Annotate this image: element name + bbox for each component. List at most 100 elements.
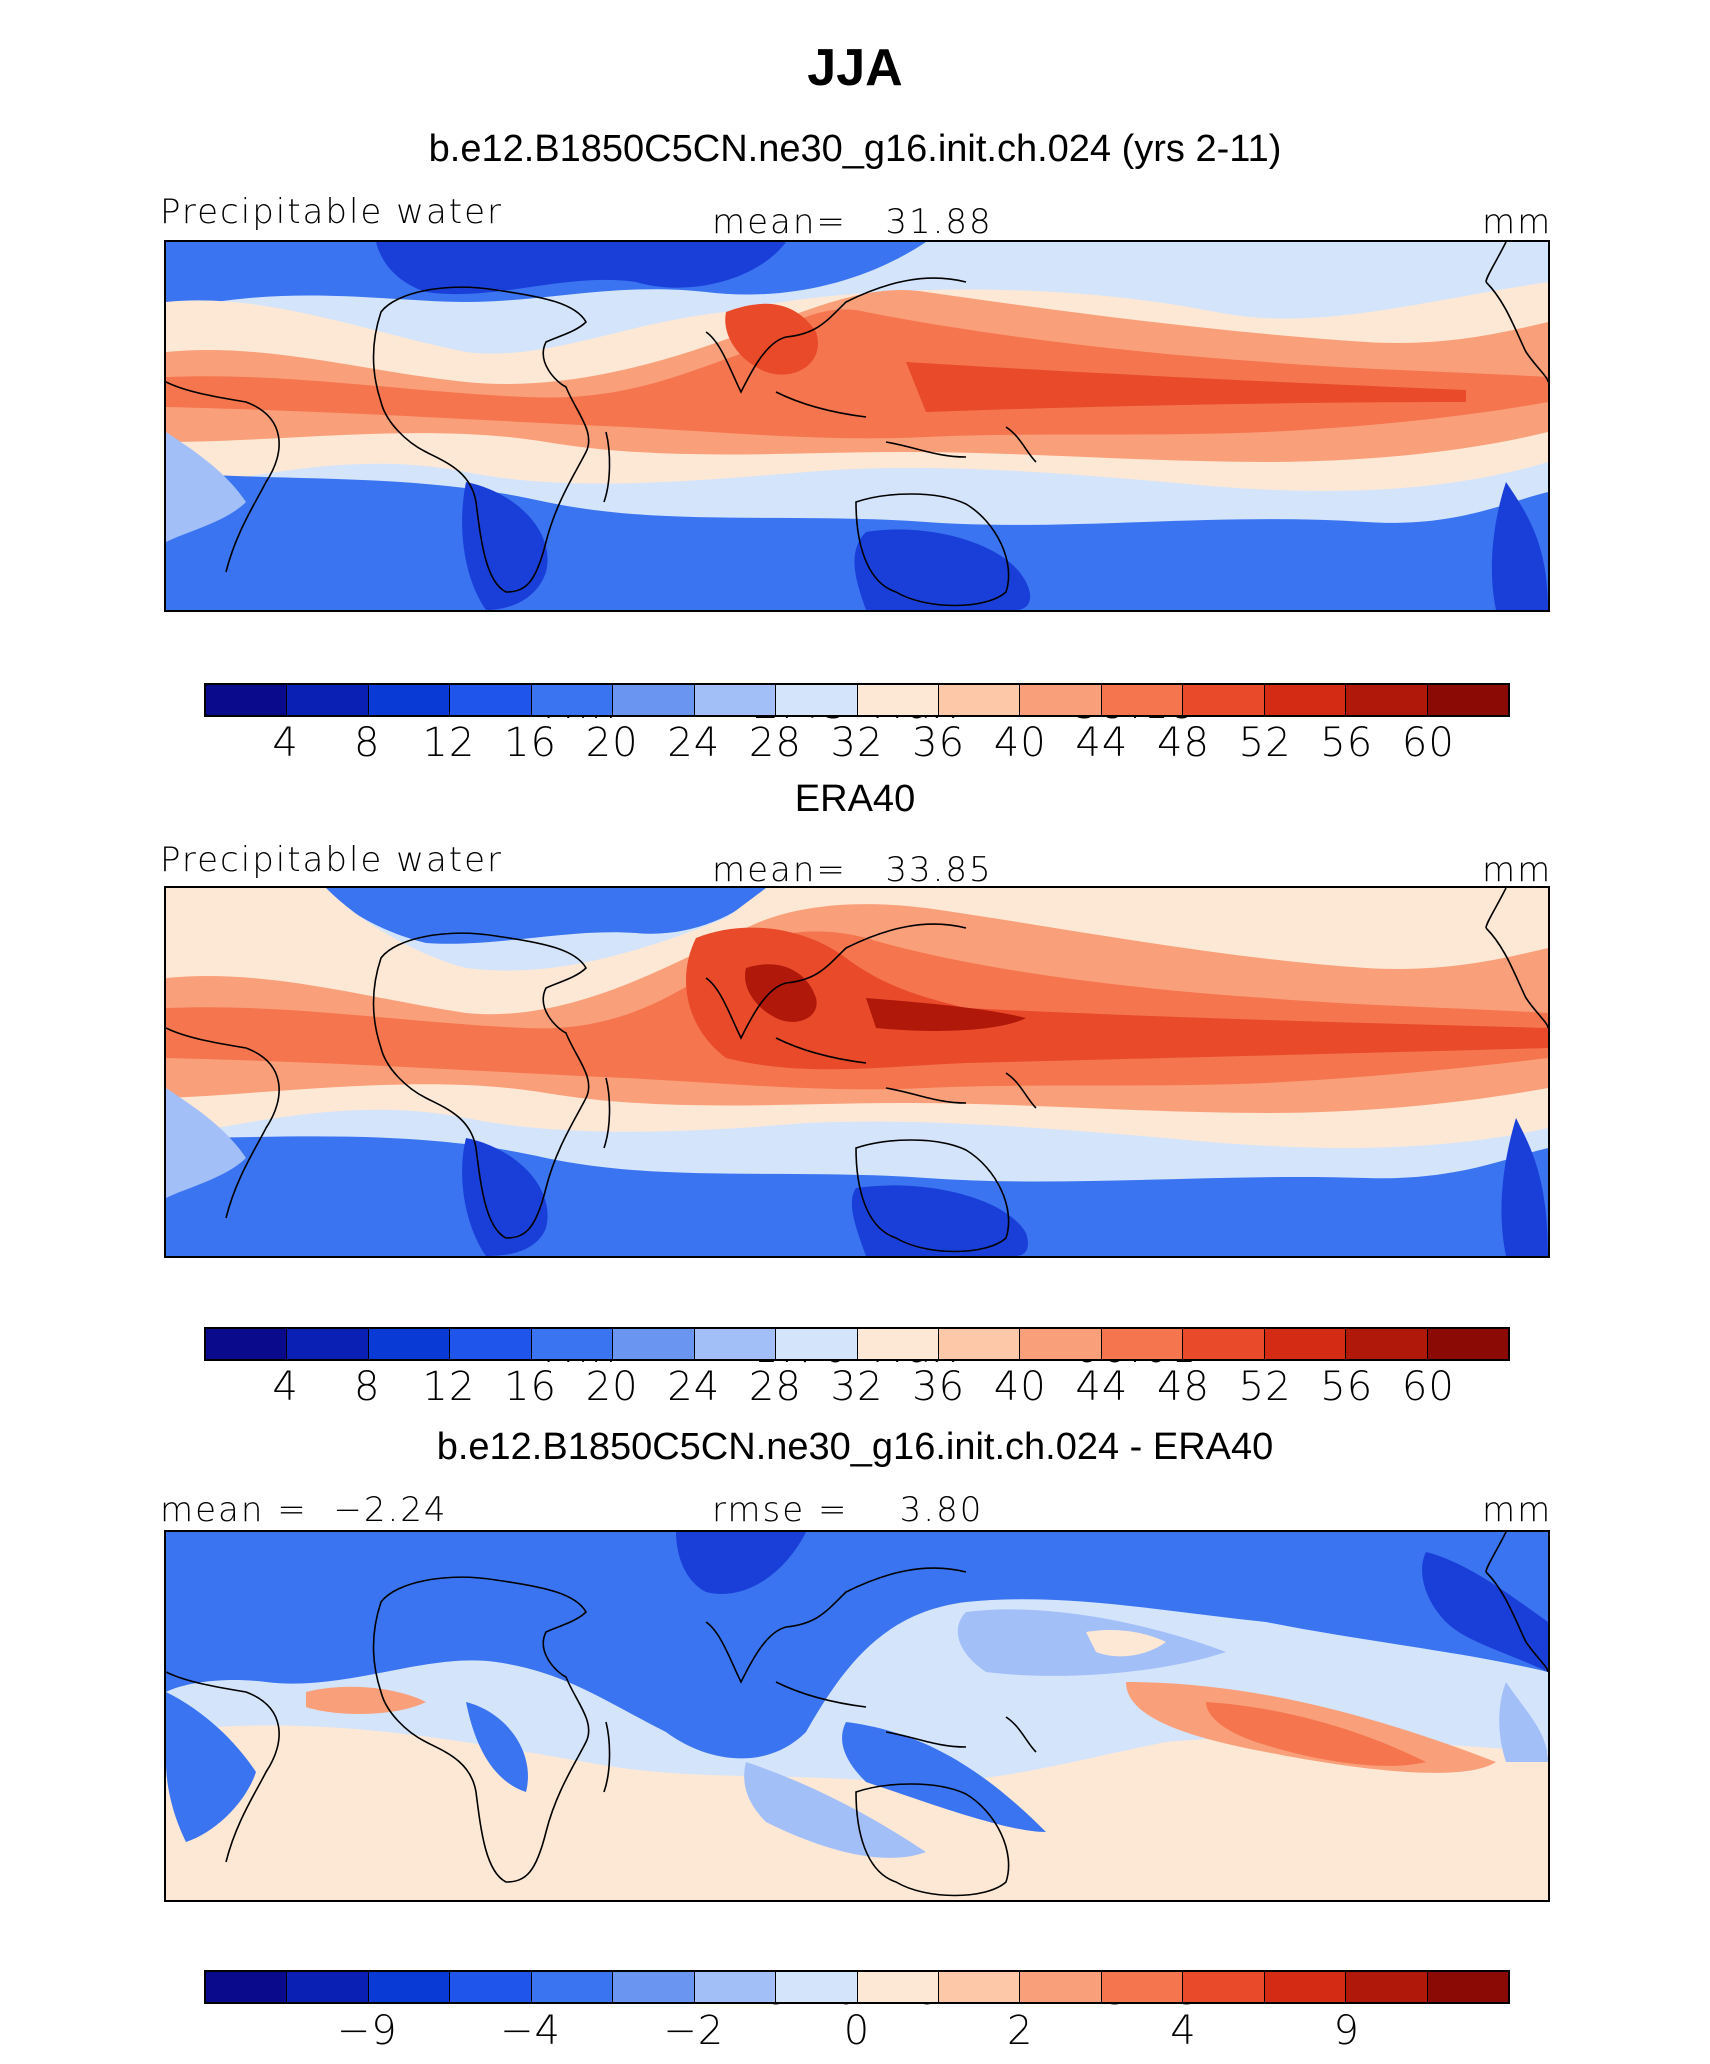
colorbar-tick-label: 4 [272, 1364, 299, 1410]
panel-2-variable-label: Precipitable water [160, 840, 504, 880]
colorbar-box [1264, 685, 1347, 715]
colorbar-tick-label: 56 [1320, 720, 1374, 766]
colorbar-tick-label: 24 [667, 720, 721, 766]
colorbar-box [1427, 685, 1508, 715]
colorbar-tick-label: 4 [272, 720, 299, 766]
colorbar-tick-label: 60 [1401, 720, 1455, 766]
colorbar-box [613, 1972, 695, 2002]
colorbar-box [857, 685, 939, 715]
panel-3-map-field [166, 1532, 1548, 1900]
colorbar-tick-label: 8 [354, 1364, 381, 1410]
panel-3-rmse-label: rmse = 3.80 [712, 1490, 984, 1530]
colorbar-tick-label: −4 [500, 2008, 561, 2054]
panel-2-mean-label: mean= 33.85 [712, 850, 993, 890]
colorbar-box [450, 1329, 532, 1359]
colorbar-box [776, 1972, 858, 2002]
colorbar-tick-label: 12 [422, 720, 476, 766]
panel-1-map-field [166, 242, 1548, 610]
colorbar-box [1346, 1972, 1428, 2002]
panel-1-mean-label: mean= 31.88 [712, 202, 993, 242]
colorbar-box [531, 1329, 614, 1359]
colorbar-box [694, 1329, 777, 1359]
colorbar-tick-label: 48 [1157, 1364, 1210, 1410]
colorbar-tick-label: 44 [1075, 720, 1129, 766]
colorbar-box [368, 1329, 451, 1359]
colorbar-box [531, 1972, 614, 2002]
colorbar-box [287, 1972, 369, 2002]
colorbar-box [287, 685, 369, 715]
colorbar-tick-label: 40 [993, 1364, 1047, 1410]
colorbar-box [287, 1329, 369, 1359]
colorbar-tick-label: 4 [1170, 2008, 1197, 2054]
colorbar-tick-label: 32 [830, 1364, 884, 1410]
colorbar-tick-label: 28 [748, 1364, 802, 1410]
panel-3-mean-label: mean = −2.24 [160, 1490, 448, 1530]
colorbar-tick-label: −2 [663, 2008, 725, 2054]
panel-3-title: b.e12.B1850C5CN.ne30_g16.init.ch.024 - E… [436, 1426, 1274, 1468]
panel-3-map [164, 1530, 1550, 1902]
panel-2-colorbar [204, 1327, 1510, 1361]
colorbar-box [1346, 1329, 1428, 1359]
colorbar-box [613, 1329, 695, 1359]
panel-1-units-label: mm [1482, 202, 1553, 242]
colorbar-box [450, 1972, 532, 2002]
colorbar-box [206, 1329, 288, 1359]
panel-1-colorbar [204, 683, 1510, 717]
colorbar-box [938, 1972, 1021, 2002]
colorbar-box [1427, 1972, 1508, 2002]
colorbar-tick-label: −9 [336, 2008, 398, 2054]
colorbar-tick-label: 2 [1007, 2008, 1034, 2054]
colorbar-box [1101, 1329, 1184, 1359]
colorbar-box [1183, 1329, 1265, 1359]
colorbar-box [613, 685, 695, 715]
colorbar-tick-label: 16 [504, 720, 557, 766]
panel-1-colorbar-ticks: 4 8 12 16 20 24 28 32 36 40 44 48 52 56 60 [0, 720, 1710, 770]
colorbar-tick-label: 0 [843, 2008, 871, 2054]
colorbar-box [1020, 1972, 1102, 2002]
panel-2-map-field [166, 888, 1548, 1256]
colorbar-tick-label: 40 [993, 720, 1047, 766]
colorbar-box [1020, 1329, 1102, 1359]
panel-2-colorbar-ticks: 4 8 12 16 20 24 28 32 36 40 44 48 52 56 60 [0, 1364, 1710, 1414]
colorbar-box [938, 1329, 1021, 1359]
panel-1-map [164, 240, 1550, 612]
colorbar-box [776, 1329, 858, 1359]
panel-1-title: b.e12.B1850C5CN.ne30_g16.init.ch.024 (yr… [428, 128, 1282, 170]
panel-2-units-label: mm [1482, 850, 1553, 890]
main-title: JJA [807, 39, 903, 97]
colorbar-box [206, 1972, 288, 2002]
colorbar-box [1020, 685, 1102, 715]
colorbar-tick-label: 32 [830, 720, 884, 766]
colorbar-tick-label: 60 [1401, 1364, 1455, 1410]
colorbar-box [776, 685, 858, 715]
colorbar-tick-label: 24 [667, 1364, 721, 1410]
colorbar-tick-label: 56 [1320, 1364, 1374, 1410]
colorbar-box [1183, 1972, 1265, 2002]
colorbar-box [1183, 685, 1265, 715]
colorbar-box [1346, 685, 1428, 715]
panel-3-colorbar-ticks: −9 −4 −2 0 2 4 9 [0, 2008, 1710, 2058]
panel-3-units-label: mm [1482, 1490, 1553, 1530]
colorbar-box [1264, 1972, 1347, 2002]
colorbar-tick-label: 52 [1238, 1364, 1292, 1410]
colorbar-tick-label: 20 [585, 720, 639, 766]
colorbar-tick-label: 52 [1238, 720, 1292, 766]
colorbar-tick-label: 28 [748, 720, 802, 766]
colorbar-box [531, 685, 614, 715]
colorbar-tick-label: 8 [354, 720, 381, 766]
colorbar-box [694, 1972, 777, 2002]
colorbar-tick-label: 36 [912, 720, 966, 766]
panel-1-variable-label: Precipitable water [160, 192, 504, 232]
colorbar-box [857, 1329, 939, 1359]
colorbar-box [857, 1972, 939, 2002]
colorbar-box [938, 685, 1021, 715]
colorbar-tick-label: 16 [504, 1364, 557, 1410]
panel-2-title: ERA40 [794, 778, 916, 820]
colorbar-tick-label: 44 [1075, 1364, 1129, 1410]
colorbar-tick-label: 20 [585, 1364, 639, 1410]
colorbar-tick-label: 12 [422, 1364, 476, 1410]
colorbar-tick-label: 48 [1157, 720, 1210, 766]
colorbar-box [1101, 685, 1184, 715]
colorbar-box [450, 685, 532, 715]
colorbar-box [1101, 1972, 1184, 2002]
